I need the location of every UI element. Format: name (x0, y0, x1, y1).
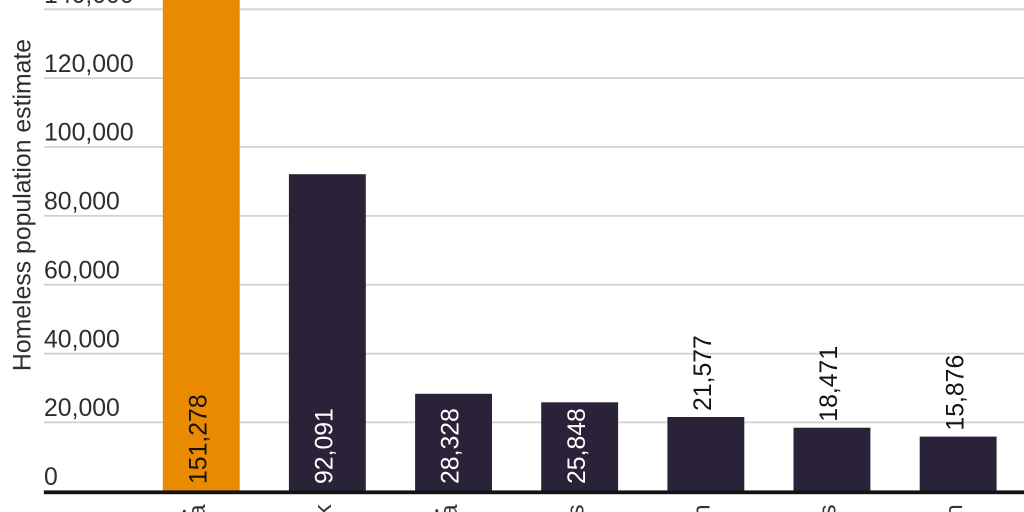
svg-text:92,091: 92,091 (312, 408, 339, 484)
svg-text:120,000: 120,000 (44, 51, 134, 78)
svg-text:28,328: 28,328 (438, 408, 465, 484)
svg-text:Texas: Texas (562, 504, 589, 512)
svg-text:New York: New York (310, 504, 337, 512)
svg-text:100,000: 100,000 (44, 120, 134, 147)
svg-text:18,471: 18,471 (816, 346, 843, 422)
svg-text:80,000: 80,000 (44, 189, 120, 216)
svg-text:60,000: 60,000 (44, 257, 120, 284)
svg-text:20,000: 20,000 (44, 395, 120, 422)
svg-text:15,876: 15,876 (942, 355, 969, 431)
svg-text:Oregon: Oregon (941, 504, 968, 512)
svg-text:Homeless population estimate: Homeless population estimate (9, 39, 36, 371)
svg-text:Florida: Florida (436, 504, 463, 512)
svg-text:Massachusetts: Massachusetts (815, 504, 842, 512)
svg-text:151,278: 151,278 (185, 394, 212, 484)
svg-text:40,000: 40,000 (44, 326, 120, 353)
svg-text:California: California (184, 504, 211, 512)
svg-text:Washington: Washington (689, 504, 716, 512)
svg-text:25,848: 25,848 (564, 408, 591, 484)
svg-text:21,577: 21,577 (690, 335, 717, 411)
svg-text:0: 0 (44, 464, 58, 491)
svg-text:140,000: 140,000 (44, 0, 134, 9)
